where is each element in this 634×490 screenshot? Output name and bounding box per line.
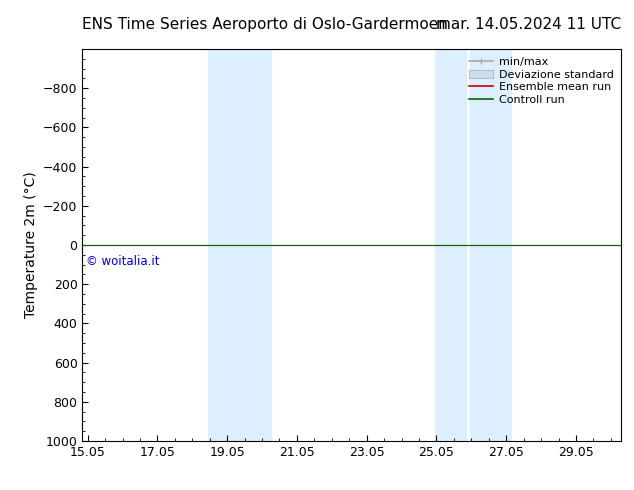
Text: © woitalia.it: © woitalia.it [86,255,159,268]
Bar [435,49,466,441]
Bar [208,49,243,441]
Bar [243,49,271,441]
Legend: min/max, Deviazione standard, Ensemble mean run, Controll run: min/max, Deviazione standard, Ensemble m… [467,54,616,107]
Bar [470,49,512,441]
Y-axis label: Temperature 2m (°C): Temperature 2m (°C) [23,172,37,318]
Text: mar. 14.05.2024 11 UTC: mar. 14.05.2024 11 UTC [436,17,621,32]
Text: ENS Time Series Aeroporto di Oslo-Gardermoen: ENS Time Series Aeroporto di Oslo-Garder… [82,17,448,32]
